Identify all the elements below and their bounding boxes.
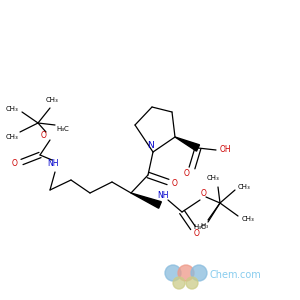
Polygon shape [175, 137, 200, 151]
Text: O: O [201, 190, 207, 199]
Circle shape [178, 265, 194, 281]
Text: CH₃: CH₃ [238, 184, 250, 190]
Text: .com: .com [237, 270, 261, 280]
Circle shape [165, 265, 181, 281]
Text: CH₃: CH₃ [207, 175, 219, 181]
Text: Chem: Chem [210, 270, 239, 280]
Text: CH₃: CH₃ [6, 106, 18, 112]
Circle shape [191, 265, 207, 281]
Text: CH₃: CH₃ [6, 134, 18, 140]
Text: O: O [172, 179, 178, 188]
Text: OH: OH [219, 146, 231, 154]
Text: CH₃: CH₃ [46, 97, 59, 103]
Text: N: N [147, 140, 153, 149]
Text: O: O [41, 130, 47, 140]
Text: O: O [12, 160, 18, 169]
Circle shape [186, 277, 198, 289]
Circle shape [173, 277, 185, 289]
Text: ₃: ₃ [206, 224, 208, 229]
Text: NH: NH [157, 191, 169, 200]
Text: H₃C: H₃C [57, 126, 69, 132]
Text: O: O [184, 169, 190, 178]
Text: O: O [194, 229, 200, 238]
Text: CH₃: CH₃ [242, 216, 254, 222]
Polygon shape [131, 193, 161, 208]
Text: H₃C: H₃C [194, 224, 206, 230]
Text: H: H [200, 223, 206, 229]
Text: NH: NH [47, 160, 59, 169]
